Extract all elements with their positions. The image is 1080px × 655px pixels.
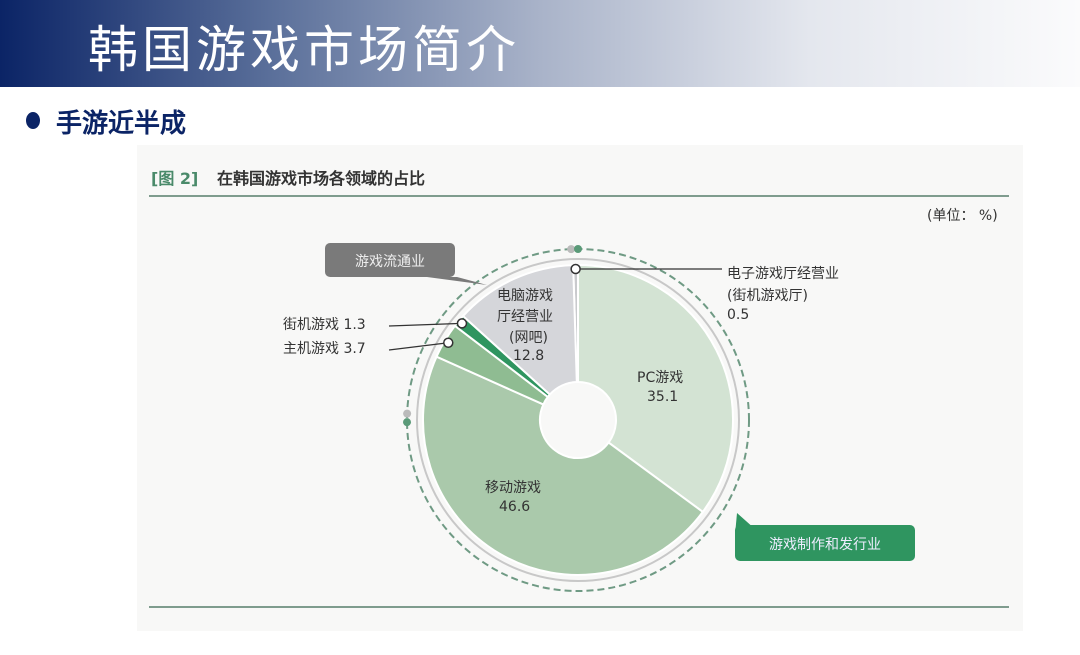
unit-label: (单位： %) [927,208,998,224]
mobile-value: 46.6 [499,499,531,515]
distribution-group-label: 游戏流通业 [355,254,425,270]
bullet-dot [26,112,40,129]
leader-line [388,342,449,351]
hall-label-line2: (街机游戏厅) [727,288,808,304]
outer-ring [416,258,740,582]
netcafe-label-line3: (网吧) [509,330,548,346]
leader-dot [570,263,581,275]
leader-dot [443,337,454,348]
netcafe-value: 12.8 [513,348,545,364]
hall-value: 0.5 [727,307,750,323]
arcade-label: 街机游戏 1.3 [283,317,366,333]
bullet-text: 手游近半成 [56,109,187,139]
chart-card: [图 2] 在韩国游戏市场各领域的占比 (单位： %) 游戏流通业 游戏制作和发… [137,145,1023,631]
pc-label: PC游戏 [637,370,684,386]
donut-chart [388,245,755,592]
donut-slice [422,355,705,576]
bottom-divider [149,606,1009,608]
distribution-group-badge: 游戏流通业 [325,243,455,277]
group-boundary-dot [567,245,576,254]
group-boundary-dot [574,245,582,253]
chart-title: 在韩国游戏市场各领域的占比 [217,169,426,188]
netcafe-label-line1: 电脑游戏 [497,288,553,304]
donut-slice [461,264,578,396]
group-boundary-dot [403,409,412,418]
mobile-label: 移动游戏 [485,480,541,496]
title-divider [149,195,1009,197]
hall-label-line1: 电子游戏厅经营业 [727,266,839,282]
production-group-label: 游戏制作和发行业 [769,537,881,553]
netcafe-label-line2: 厅经营业 [497,309,553,325]
header-bar: 韩国游戏市场简介 [0,0,1080,87]
console-label: 主机游戏 3.7 [283,341,366,357]
leader-dot [456,318,468,329]
production-group-badge: 游戏制作和发行业 [735,525,915,561]
pc-value: 35.1 [647,389,679,405]
leader-line [388,322,462,327]
page-title: 韩国游戏市场简介 [88,21,520,79]
group-boundary-dot [403,418,412,427]
figure-label: [图 2] [151,169,199,188]
donut-slice [577,263,734,514]
distribution-badge-pointer [427,277,487,285]
